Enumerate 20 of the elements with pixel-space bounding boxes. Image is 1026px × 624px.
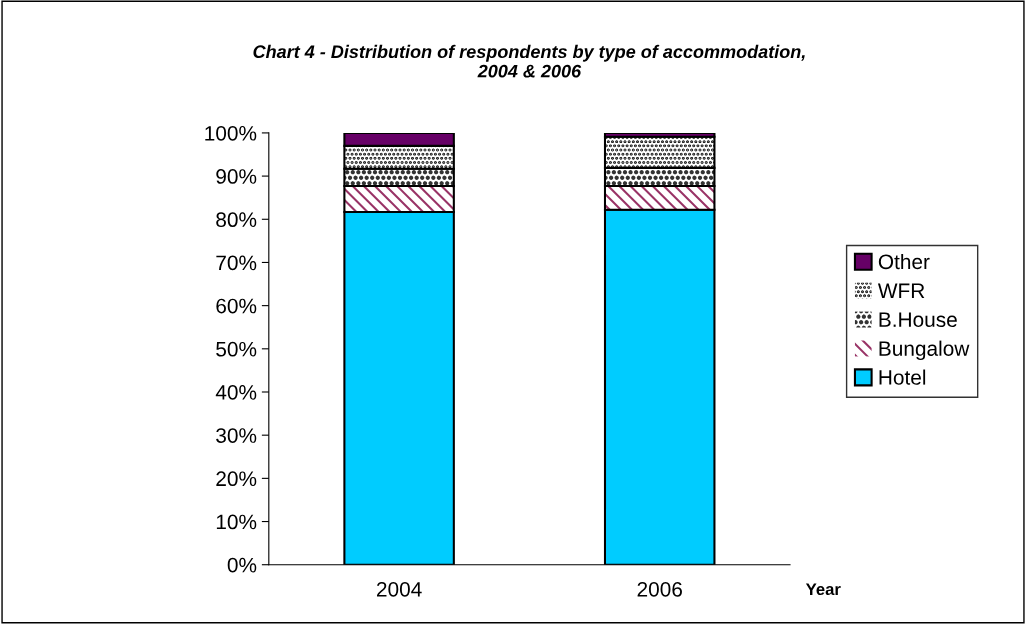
y-tick-label: 0%	[227, 557, 257, 573]
x-tick-label: 2006	[637, 581, 682, 597]
chart-title: Chart 4 - Distribution of respondents by type of accommodation, 2004 & 2006	[253, 44, 805, 78]
legend-label: Hotel	[879, 369, 926, 385]
y-tick-label: 70%	[216, 255, 257, 271]
y-tick-label: 20%	[216, 471, 257, 487]
x-tick-label: 2004	[376, 581, 422, 597]
legend-label: Bungalow	[879, 340, 970, 361]
y-tick-label: 30%	[216, 428, 257, 443]
y-tick-label: 100%	[205, 125, 257, 141]
y-tick-label: 60%	[216, 298, 257, 314]
y-tick-label: 80%	[216, 212, 257, 228]
legend-label: WFR	[877, 283, 925, 298]
y-tick-label: 40%	[215, 385, 257, 400]
y-tick-label: 50%	[216, 341, 257, 357]
legend-label: B.House	[879, 312, 957, 328]
y-tick-label: 90%	[216, 169, 257, 184]
x-axis-title: Year	[805, 583, 841, 596]
y-tick-label: 10%	[216, 514, 257, 530]
legend-label: Other	[878, 253, 930, 270]
